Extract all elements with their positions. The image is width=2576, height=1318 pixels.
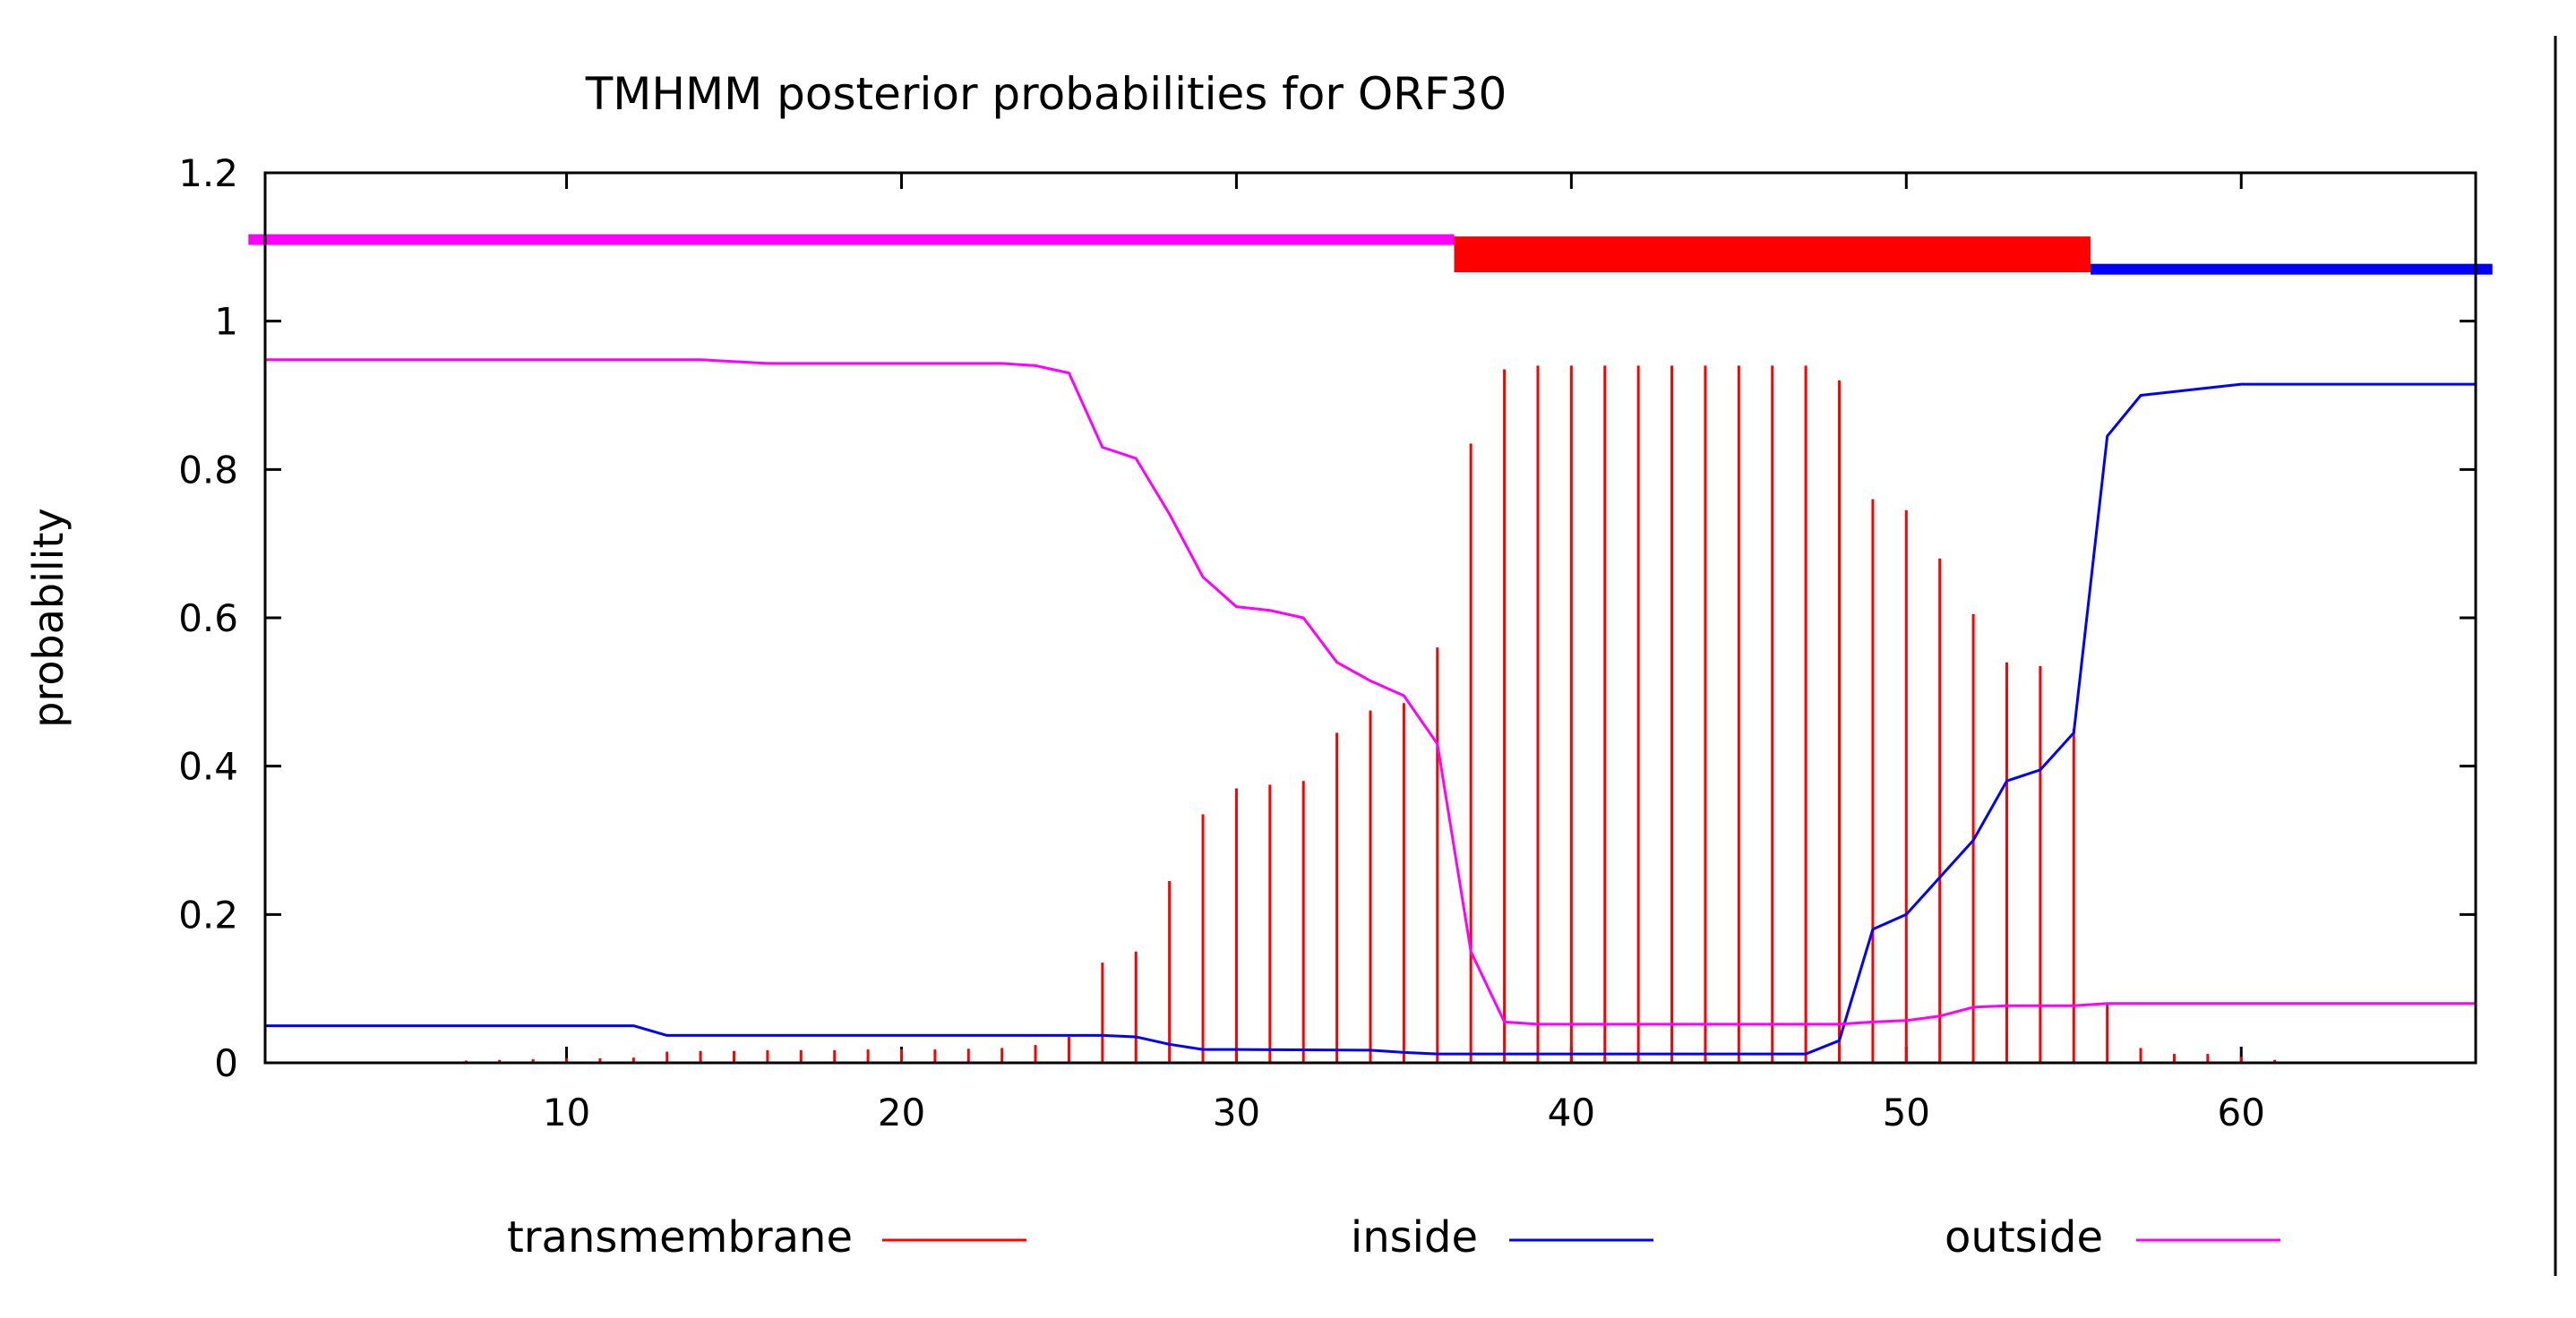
x-tick-label: 10 <box>543 1091 590 1134</box>
legend-label-inside: inside <box>1351 1212 1478 1262</box>
series-line-inside <box>265 382 2476 1056</box>
topology-bar-outside <box>248 234 1455 245</box>
legend: transmembrane inside outside <box>507 1212 2280 1262</box>
y-tick-label: 1.2 <box>178 151 238 195</box>
y-tick-label: 1 <box>214 300 238 344</box>
y-tick-label: 0.4 <box>178 745 238 789</box>
legend-label-outside: outside <box>1945 1212 2103 1262</box>
topology-bar-transmembrane <box>1454 236 2091 273</box>
topology-bar-inside <box>2090 263 2493 275</box>
legend-label-transmembrane: transmembrane <box>507 1212 853 1262</box>
series-layer <box>265 358 2476 1063</box>
chart-title: TMHMM posterior probabilities for ORF30 <box>585 68 1507 120</box>
x-tick-label: 50 <box>1883 1091 1930 1134</box>
y-axis-label: probability <box>24 508 73 727</box>
series-line-outside <box>265 358 2476 1026</box>
plot-frame <box>263 171 2477 1065</box>
x-tick-label: 20 <box>878 1091 925 1134</box>
y-tick-label: 0.8 <box>178 448 238 492</box>
x-tick-label: 60 <box>2218 1091 2265 1134</box>
topology-bars <box>248 234 2493 275</box>
y-tick-label: 0 <box>214 1041 238 1085</box>
x-tick-label: 40 <box>1548 1091 1595 1134</box>
x-tick-label: 30 <box>1213 1091 1260 1134</box>
y-tick-label: 0.2 <box>178 893 238 937</box>
y-tick-label: 0.6 <box>178 596 238 640</box>
ticks-layer: 0 0.2 0.4 0.6 0.8 1 1.2 10 20 30 40 50 60 <box>178 151 2476 1134</box>
